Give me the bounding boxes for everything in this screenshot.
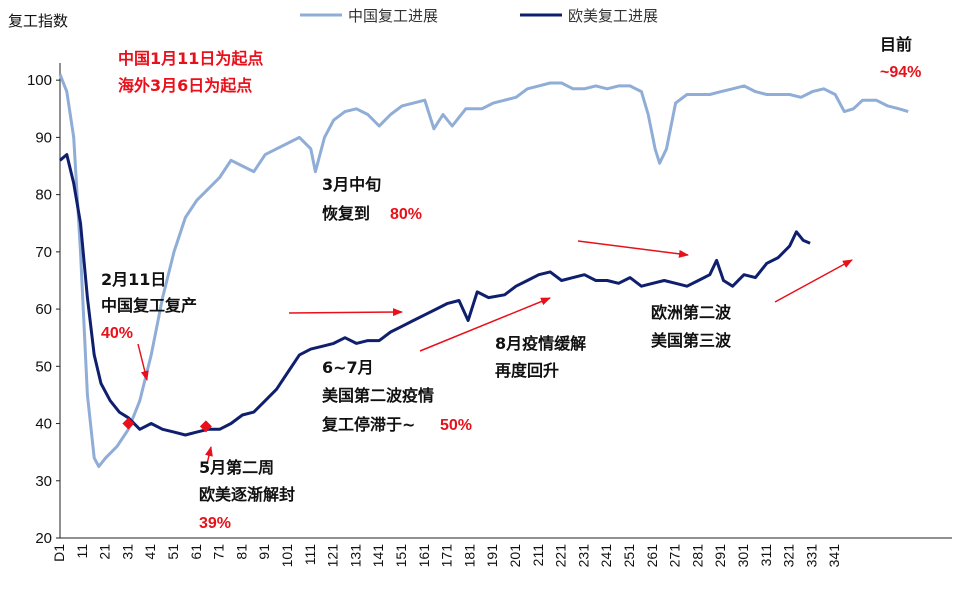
annotation-mar-text: 恢复到 — [322, 204, 370, 223]
x-tick-label: 311 — [758, 544, 774, 567]
annotation-jun: 6~7月 美国第二波疫情 复工停滞于~ 50% — [321, 358, 472, 434]
annotation-current: 目前 ~94% — [880, 35, 921, 81]
annotation-waves: 欧洲第二波 美国第三波 — [651, 303, 732, 350]
legend-label-west: 欧美复工进展 — [568, 7, 658, 25]
x-tick-label: 331 — [803, 544, 819, 568]
y-tick-label: 50 — [35, 358, 52, 375]
annotation-mar: 3月中旬 恢复到 80% — [322, 175, 422, 223]
x-tick-label: 151 — [393, 544, 409, 568]
y-tick-label: 60 — [35, 301, 52, 318]
trend-arrow-may — [205, 446, 213, 465]
x-tick-label: 301 — [735, 544, 751, 568]
annotation-feb-value: 40% — [101, 325, 133, 342]
x-tick-label: 91 — [256, 544, 272, 560]
x-tick-label: 171 — [439, 544, 455, 568]
annotation-may-value: 39% — [199, 515, 231, 532]
x-tick-label: 141 — [370, 544, 386, 568]
x-tick-label: 201 — [507, 544, 523, 568]
series-line-1 — [59, 153, 811, 437]
x-tick-label: 211 — [530, 544, 546, 567]
annotation-mar-value: 80% — [390, 206, 422, 223]
annotation-mar-date: 3月中旬 — [322, 175, 381, 194]
trend-arrow-aug — [419, 297, 551, 352]
x-tick-label: 191 — [484, 544, 500, 568]
annotation-start-overseas: 海外3月6日为起点 — [118, 76, 252, 95]
annotation-us-wave: 美国第三波 — [651, 331, 732, 350]
y-tick-label: 30 — [35, 473, 52, 490]
x-tick-label: 161 — [416, 544, 432, 568]
legend-label-china: 中国复工进展 — [348, 7, 438, 25]
annotation-jun-stall: 复工停滞于~ — [321, 415, 415, 434]
annotation-start-dates: 中国1月11日为起点 海外3月6日为起点 — [118, 49, 263, 95]
y-tick-label: 70 — [35, 244, 52, 261]
y-tick-label: 90 — [35, 129, 52, 146]
highlight-marker-1 — [199, 420, 212, 433]
x-tick-label: 121 — [325, 544, 341, 568]
x-tick-label: 221 — [553, 544, 569, 568]
x-tick-label: 11 — [74, 544, 90, 559]
x-tick-label: 21 — [97, 544, 113, 560]
x-tick-label: 71 — [211, 544, 227, 560]
annotation-start-china: 中国1月11日为起点 — [118, 49, 263, 68]
trend-arrow-jun — [288, 308, 403, 317]
annotation-current-label: 目前 — [880, 35, 912, 54]
y-tick-label: 100 — [27, 72, 52, 89]
annotation-jun-date: 6~7月 — [322, 358, 374, 377]
x-tick-label: 61 — [188, 544, 204, 560]
annotation-may-text: 欧美逐渐解封 — [199, 485, 295, 504]
annotation-aug-text: 8月疫情缓解 — [495, 334, 586, 353]
x-tick-label: 321 — [781, 544, 797, 568]
x-tick-label: 251 — [621, 544, 637, 568]
x-tick-label: D1 — [51, 544, 67, 562]
x-tick-label: 261 — [644, 544, 660, 568]
annotation-may: 5月第二周 欧美逐渐解封 39% — [199, 458, 295, 532]
x-tick-label: 101 — [279, 544, 295, 568]
x-ticks: D1 11 21 31 41 51 61 71 81 91 101 111 121 131 141 151 16… — [51, 544, 842, 568]
annotation-feb: 2月11日 中国复工复产 40% — [101, 270, 197, 342]
annotation-feb-text: 中国复工复产 — [101, 296, 197, 315]
series-lines — [58, 73, 909, 468]
annotation-feb-date: 2月11日 — [101, 270, 166, 289]
annotation-jun-text: 美国第二波疫情 — [322, 386, 434, 405]
annotation-aug: 8月疫情缓解 再度回升 — [495, 334, 586, 380]
annotation-europe-wave: 欧洲第二波 — [651, 303, 732, 322]
x-tick-label: 131 — [347, 544, 363, 568]
x-tick-label: 281 — [689, 544, 705, 568]
legend: 中国复工进展 欧美复工进展 — [300, 7, 658, 25]
x-tick-label: 81 — [233, 544, 249, 560]
trend-arrow-sep — [577, 240, 689, 258]
annotation-jun-value: 50% — [440, 417, 472, 434]
annotation-current-value: ~94% — [880, 64, 921, 81]
x-tick-label: 291 — [712, 544, 728, 568]
annotation-may-date: 5月第二周 — [199, 458, 274, 477]
y-axis-title: 复工指数 — [8, 12, 68, 30]
x-tick-label: 231 — [575, 544, 591, 568]
y-tick-label: 20 — [35, 530, 52, 547]
annotation-aug-text-2: 再度回升 — [495, 361, 559, 380]
trend-arrow-now — [774, 259, 853, 303]
y-tick-label: 40 — [35, 416, 52, 433]
x-tick-label: 51 — [165, 544, 181, 560]
x-tick-label: 181 — [461, 544, 477, 568]
x-tick-label: 341 — [826, 544, 842, 568]
x-tick-label: 241 — [598, 544, 614, 568]
x-tick-label: 111 — [302, 544, 318, 565]
x-tick-label: 31 — [119, 544, 135, 560]
trend-arrow-feb — [137, 343, 149, 381]
highlight-marker-0 — [122, 417, 135, 430]
y-tick-label: 80 — [35, 187, 52, 204]
y-ticks: 20 30 40 50 60 70 80 90 100 — [27, 72, 60, 547]
highlight-markers — [122, 417, 212, 433]
x-tick-label: 41 — [142, 544, 158, 560]
series-line-0 — [58, 73, 909, 468]
trend-arrows — [137, 240, 853, 465]
x-tick-label: 271 — [667, 544, 683, 568]
